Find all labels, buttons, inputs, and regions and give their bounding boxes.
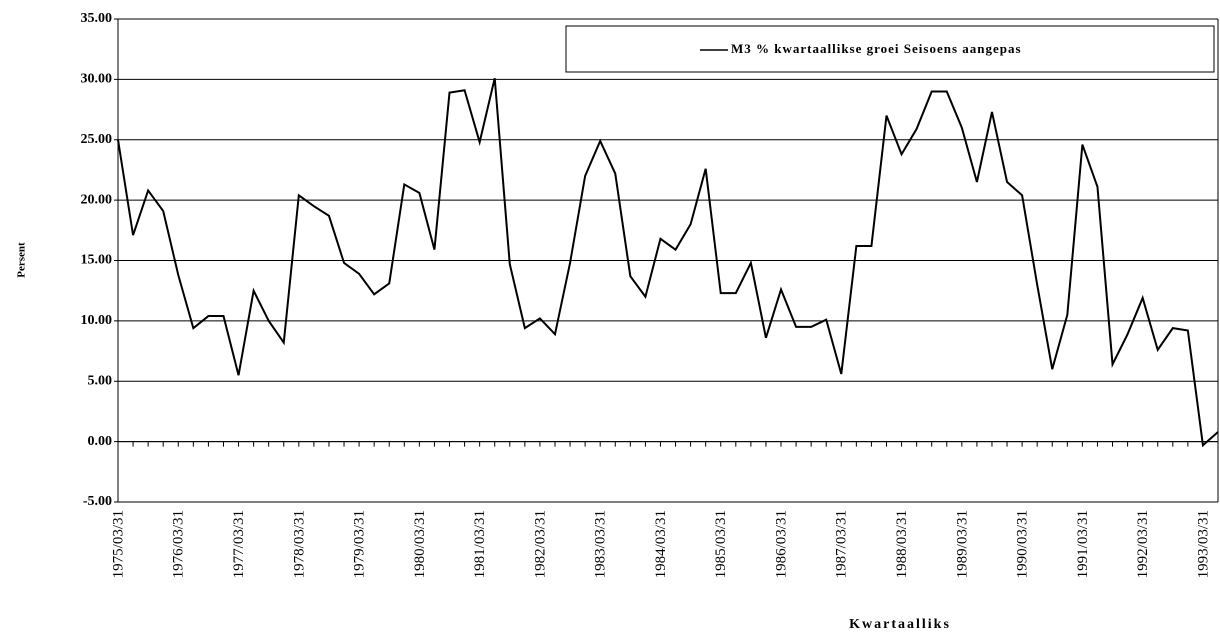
- x-tick-label: 1993/03/31: [1195, 510, 1211, 578]
- x-tick-label: 1982/03/31: [532, 510, 548, 578]
- x-tick-label: 1988/03/31: [894, 510, 910, 578]
- y-tick-label: 25.00: [81, 132, 113, 147]
- y-tick-label: 10.00: [81, 313, 113, 328]
- legend-box: [565, 25, 1215, 73]
- legend-label: M3 % kwartaallikse groei Seisoens aangep…: [731, 41, 1022, 56]
- y-tick-label: 0.00: [88, 434, 113, 449]
- x-tick-label: 1983/03/31: [593, 510, 609, 578]
- line: [117, 77, 1219, 448]
- x-tick-label: 1991/03/31: [1075, 510, 1091, 578]
- x-tick-label: 1989/03/31: [954, 510, 970, 578]
- x-axis-label: Kwartaalliks: [849, 617, 951, 632]
- y-tick-label: -5.00: [83, 494, 112, 509]
- y-tick-label: 15.00: [81, 253, 113, 268]
- y-axis-label: Persent: [16, 242, 28, 278]
- x-tick-label: 1984/03/31: [653, 510, 669, 578]
- x-tick-label: 1977/03/31: [231, 510, 247, 578]
- x-tick-label: 1990/03/31: [1015, 510, 1031, 578]
- y-tick-label: 20.00: [81, 192, 113, 207]
- x-tick-label: 1975/03/31: [110, 510, 126, 578]
- x-tick-label: 1979/03/31: [352, 510, 368, 578]
- x-tick-label: 1986/03/31: [773, 510, 789, 578]
- x-tick-label: 1987/03/31: [834, 510, 850, 578]
- x-tick-label: 1985/03/31: [713, 510, 729, 578]
- y-tick-label: 30.00: [81, 72, 113, 87]
- x-tick-label: 1981/03/31: [472, 510, 488, 578]
- y-tick-label: 5.00: [88, 373, 113, 388]
- x-tick-label: 1978/03/31: [291, 510, 307, 578]
- x-tick-label: 1992/03/31: [1135, 510, 1151, 578]
- y-tick-label: 35.00: [81, 11, 113, 26]
- x-tick-label: 1976/03/31: [171, 510, 187, 578]
- x-tick-label: 1980/03/31: [412, 510, 428, 578]
